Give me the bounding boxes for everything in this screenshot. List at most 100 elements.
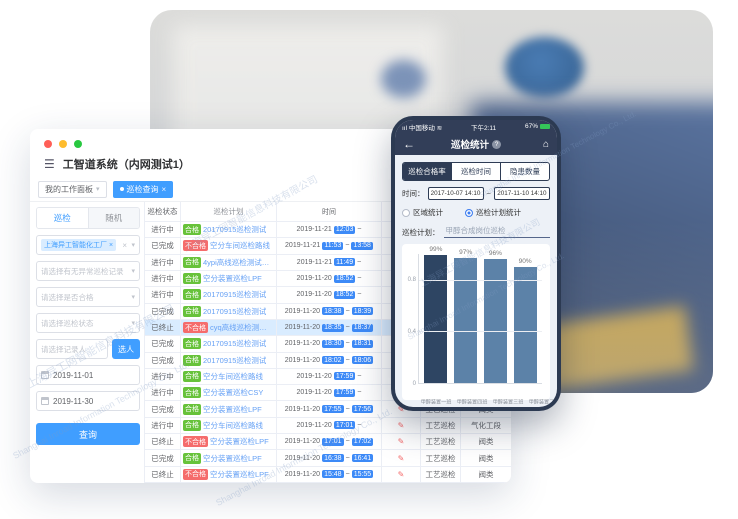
start-time-badge: 17:01 bbox=[333, 421, 356, 430]
segment-1[interactable]: 巡检时间 bbox=[451, 163, 500, 180]
plan-cell: 合格 4ypi高线巡检测试计划 bbox=[181, 254, 277, 270]
end-time-badge: 13:58 bbox=[351, 241, 373, 250]
table-row[interactable]: 已终止 不合格 空分装置巡检LPF 2019-11-20 17:01 ~17:02 ✎ 工艺巡… bbox=[145, 434, 511, 451]
result-badge: 合格 bbox=[183, 370, 201, 382]
plan-link[interactable]: 空分装置巡检LPF bbox=[203, 404, 262, 414]
start-time-badge: 18:52 bbox=[333, 274, 356, 283]
segment-0[interactable]: 巡检合格率 bbox=[403, 163, 451, 180]
plan-link[interactable]: 20170915巡检测试 bbox=[203, 306, 267, 316]
time-from-input[interactable]: 2017-10-07 14:10 bbox=[427, 187, 484, 200]
table-row[interactable]: 已完成 合格 空分装置巡检LPF 2019-11-20 16:38 ~16:41 ✎ 工艺巡检… bbox=[145, 450, 511, 467]
tab-inspection[interactable]: 巡检 bbox=[37, 208, 88, 228]
close-window-button[interactable] bbox=[44, 140, 52, 148]
plan-cell: 合格 20170915巡检测试 bbox=[181, 303, 277, 319]
time-cell: 2019-11-20 18:52 ~ bbox=[277, 270, 382, 287]
maximize-window-button[interactable] bbox=[74, 140, 82, 148]
clear-icon[interactable]: × bbox=[122, 240, 127, 250]
back-icon[interactable]: ← bbox=[403, 137, 415, 151]
area-cell: 气化工段 bbox=[471, 420, 501, 430]
bar-value-label: 96% bbox=[488, 250, 502, 258]
chart-bars: 99% 97% 96% 90% bbox=[419, 246, 542, 383]
date-text: 2019-11-20 bbox=[296, 389, 332, 397]
op-cell: ✎ bbox=[382, 417, 421, 434]
tab-workspace[interactable]: 我的工作面板 ▾ bbox=[38, 180, 107, 198]
plan-link[interactable]: 空分装置巡检LPF bbox=[210, 469, 269, 479]
start-time-badge: 18:38 bbox=[322, 307, 344, 316]
plan-link[interactable]: 20170915巡检测试 bbox=[203, 225, 267, 235]
select-placeholder: 请选择是否合格 bbox=[41, 292, 94, 302]
x-tick-label: 甲醇装置一班 bbox=[420, 400, 452, 406]
plan-link[interactable]: 空分装置巡检LPF bbox=[203, 274, 262, 284]
table-row[interactable]: 进行中 合格 空分车间巡检路线 2019-11-20 17:01 ~ ✎ 工艺巡检 气化工段 bbox=[145, 417, 511, 435]
date-to-value: 2019-11-30 bbox=[53, 396, 94, 406]
plan-link[interactable]: 20170915巡检测试 bbox=[203, 355, 267, 365]
bar: 97% bbox=[454, 249, 478, 383]
plan-link[interactable]: 空分装置巡检LPF bbox=[203, 453, 262, 463]
carrier-label: 中国移动 bbox=[408, 124, 435, 132]
carrier-signal: ııl 中国移动 ≋ bbox=[402, 122, 442, 132]
time-to-input[interactable]: 2017-11-10 14:10 bbox=[493, 187, 550, 200]
tilde-separator: ~ bbox=[345, 356, 350, 364]
filter-select-0[interactable]: 请选择有无异常巡检记录 ▾ bbox=[36, 261, 140, 281]
radio-1[interactable]: 巡检计划统计 bbox=[465, 207, 521, 218]
plan-input[interactable]: 甲醇合成岗位巡检 bbox=[443, 225, 550, 238]
signal-icon: ııl bbox=[402, 124, 408, 132]
edit-icon[interactable]: ✎ bbox=[397, 437, 405, 447]
remove-tag-icon[interactable]: × bbox=[109, 241, 114, 249]
end-time-badge: 18:06 bbox=[351, 356, 374, 365]
date-text: 2019-11-20 bbox=[296, 275, 332, 283]
status-cell: 进行中 bbox=[145, 287, 181, 303]
menu-icon[interactable]: ☰ bbox=[44, 157, 55, 171]
segment-2[interactable]: 隐患数量 bbox=[500, 163, 549, 180]
factory-select[interactable]: 上海异工智能化工厂 × × ▾ bbox=[36, 235, 140, 255]
plan-link[interactable]: 空分装置巡检CSY bbox=[203, 388, 264, 398]
plan-link[interactable]: 空分车间巡检路线 bbox=[203, 371, 263, 381]
worker-helmet-large bbox=[504, 36, 584, 99]
plan-link[interactable]: cyq高线巡检测试计划 bbox=[210, 323, 274, 333]
tab-random[interactable]: 随机 bbox=[87, 208, 139, 228]
table-row[interactable]: 已终止 不合格 空分装置巡检LPF 2019-11-20 15:48 ~15:55 ✎ 工艺巡… bbox=[145, 466, 511, 483]
close-tab-icon[interactable]: × bbox=[161, 184, 167, 194]
edit-icon[interactable]: ✎ bbox=[397, 453, 405, 463]
edit-icon[interactable]: ✎ bbox=[397, 469, 405, 479]
plan-link[interactable]: 空分车间巡检路线 bbox=[203, 420, 263, 430]
time-cell: 2019-11-20 17:55 ~17:56 bbox=[277, 401, 382, 417]
end-time-badge: 17:02 bbox=[351, 437, 374, 446]
minimize-window-button[interactable] bbox=[59, 140, 67, 148]
recorder-input[interactable]: 请选择记录人 bbox=[36, 339, 108, 359]
status-cell: 已完成 bbox=[145, 450, 181, 466]
time-cell: 2019-11-20 17:01 ~17:02 bbox=[277, 434, 382, 450]
edit-icon[interactable]: ✎ bbox=[397, 420, 405, 430]
result-badge: 合格 bbox=[183, 273, 201, 285]
plan-cell: 合格 20170915巡检测试 bbox=[181, 352, 277, 368]
start-time-badge: 17:55 bbox=[322, 405, 344, 414]
date-to-input[interactable]: 2019-11-30 bbox=[36, 391, 140, 411]
plan-link[interactable]: 20170915巡检测试 bbox=[203, 339, 267, 349]
edit-icon[interactable]: ✎ bbox=[397, 404, 405, 414]
status-cell: 已终止 bbox=[145, 319, 181, 336]
plan-label: 巡检计划： bbox=[402, 228, 440, 237]
tab-inspection-query-label: 巡检查询 bbox=[126, 184, 159, 194]
plan-link[interactable]: 4ypi高线巡检测试计划 bbox=[203, 257, 274, 267]
date-from-input[interactable]: 2019-11-01 bbox=[36, 365, 140, 385]
plan-link[interactable]: 空分装置巡检LPF bbox=[210, 437, 269, 447]
time-cell: 2019-11-21 11:49 ~ bbox=[277, 254, 382, 270]
chevron-down-icon: ▾ bbox=[96, 186, 100, 193]
home-icon[interactable]: ⌂ bbox=[542, 138, 549, 150]
tab-inspection-query[interactable]: 巡检查询 × bbox=[112, 180, 174, 198]
filter-select-1[interactable]: 请选择是否合格 ▾ bbox=[36, 287, 140, 307]
plan-link[interactable]: 20170915巡检测试 bbox=[203, 290, 267, 300]
start-time-badge: 17:59 bbox=[333, 388, 356, 397]
time-cell: 2019-11-20 18:35 ~18:37 bbox=[277, 319, 382, 336]
search-button[interactable]: 查询 bbox=[36, 423, 140, 445]
help-icon[interactable]: ? bbox=[492, 139, 501, 149]
radio-0[interactable]: 区域统计 bbox=[402, 207, 443, 218]
plan-link[interactable]: 空分车间巡检路线 bbox=[210, 241, 270, 251]
recorder-placeholder: 请选择记录人 bbox=[41, 344, 86, 354]
phone-page-title: 巡检统计 ? bbox=[423, 137, 529, 151]
time-cell: 2019-11-20 16:38 ~16:41 bbox=[277, 450, 382, 466]
pick-person-button[interactable]: 选人 bbox=[112, 339, 140, 359]
status-time: 下午2:11 bbox=[470, 124, 497, 132]
tab-workspace-label: 我的工作面板 bbox=[45, 184, 93, 194]
filter-select-2[interactable]: 请选择巡检状态 ▾ bbox=[36, 313, 140, 333]
